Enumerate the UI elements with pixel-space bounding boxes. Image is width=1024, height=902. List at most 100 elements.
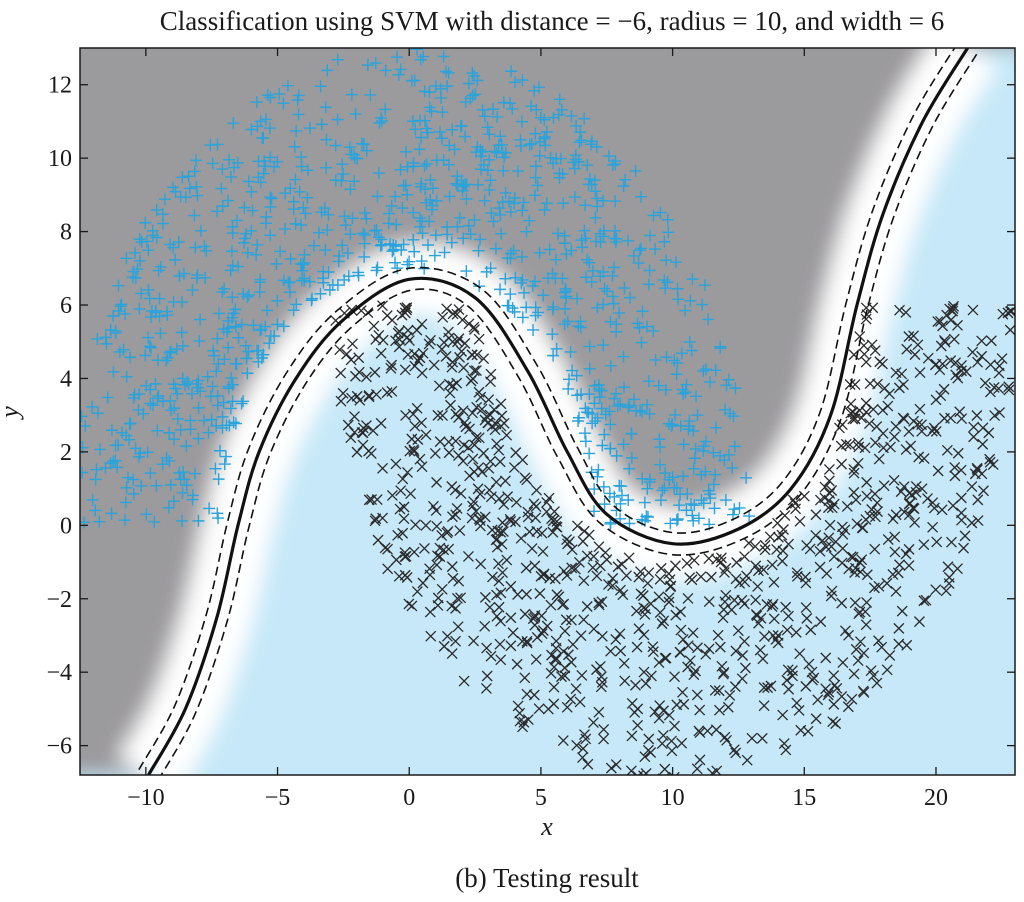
cross-point xyxy=(469,439,480,451)
cross-point xyxy=(918,595,930,607)
plus-point xyxy=(474,145,487,158)
plus-point xyxy=(583,340,596,353)
plus-point xyxy=(640,510,653,523)
plus-point xyxy=(282,276,295,289)
cross-point xyxy=(485,455,496,467)
plus-point xyxy=(304,122,317,135)
cross-point xyxy=(645,670,657,682)
plus-point xyxy=(658,481,671,494)
cross-point xyxy=(625,765,637,775)
cross-point xyxy=(830,718,842,730)
plus-point xyxy=(218,458,231,471)
plus-point xyxy=(226,259,239,272)
plus-point xyxy=(679,304,692,317)
cross-point xyxy=(714,641,726,653)
cross-point xyxy=(605,762,617,774)
cross-point xyxy=(852,655,864,666)
cross-point xyxy=(722,701,734,713)
plus-point xyxy=(487,215,500,228)
plus-point xyxy=(178,473,191,486)
plus-point xyxy=(555,103,568,116)
plus-point xyxy=(154,327,167,340)
cross-point xyxy=(878,480,890,492)
cross-point xyxy=(876,641,888,653)
cross-point xyxy=(565,656,577,668)
plus-point xyxy=(494,208,507,221)
cross-point xyxy=(514,707,526,719)
plus-point xyxy=(462,219,475,232)
plus-point xyxy=(641,398,654,411)
plus-point xyxy=(683,335,696,348)
plus-point xyxy=(150,204,163,217)
cross-point xyxy=(945,314,957,326)
cross-point xyxy=(993,383,1005,395)
cross-point xyxy=(472,483,484,495)
plus-point xyxy=(478,110,491,123)
cross-point xyxy=(573,556,585,568)
plus-point xyxy=(580,253,593,266)
plus-point xyxy=(677,470,690,483)
plus-point xyxy=(499,186,512,199)
cross-point xyxy=(390,554,402,566)
plus-point xyxy=(263,122,276,135)
plus-point xyxy=(299,207,312,220)
plus-point xyxy=(216,410,229,423)
cross-point xyxy=(491,541,503,553)
cross-point xyxy=(853,608,865,620)
plus-point xyxy=(112,305,125,318)
cross-point xyxy=(510,496,522,508)
plus-point xyxy=(127,487,140,500)
plus-point xyxy=(697,364,710,377)
cross-point xyxy=(909,516,921,528)
plus-point xyxy=(351,152,364,165)
y-tick-label: 12 xyxy=(48,73,72,99)
cross-point xyxy=(550,642,562,654)
cross-point xyxy=(932,465,944,477)
plus-point xyxy=(364,88,377,101)
cross-point xyxy=(897,412,909,424)
plus-point xyxy=(180,479,193,492)
cross-point xyxy=(501,554,513,566)
plus-point xyxy=(307,239,320,252)
plus-point xyxy=(471,140,484,153)
y-tick-label: −4 xyxy=(46,660,72,686)
plus-point xyxy=(578,224,591,237)
cross-point xyxy=(658,705,669,717)
cross-point xyxy=(560,614,572,626)
cross-point xyxy=(497,526,509,537)
cross-point xyxy=(433,380,445,392)
plus-point xyxy=(401,188,414,201)
plus-point xyxy=(415,215,428,228)
cross-point xyxy=(682,640,694,652)
plus-point xyxy=(86,493,99,506)
plus-point xyxy=(358,250,371,263)
plus-point xyxy=(251,238,264,251)
plus-point xyxy=(641,482,654,495)
cross-point xyxy=(605,645,617,657)
plus-point xyxy=(608,490,621,503)
cross-point xyxy=(861,596,873,608)
plus-point xyxy=(485,207,498,220)
cross-point xyxy=(918,539,930,551)
plus-point xyxy=(549,253,562,266)
cross-point xyxy=(399,302,411,314)
plus-point xyxy=(695,494,708,507)
plus-point xyxy=(653,433,666,446)
plus-point xyxy=(150,479,163,492)
cross-point xyxy=(434,551,446,563)
cross-point xyxy=(550,652,562,664)
plus-point xyxy=(169,253,182,266)
cross-point xyxy=(828,551,840,563)
cross-point xyxy=(947,305,959,317)
cross-point xyxy=(759,539,771,551)
plus-point xyxy=(547,157,560,170)
cross-point xyxy=(578,525,590,537)
cross-point xyxy=(450,635,461,647)
cross-point xyxy=(452,621,464,633)
plus-point xyxy=(158,193,171,206)
plus-point xyxy=(686,509,699,522)
cross-point xyxy=(493,601,505,613)
plus-point xyxy=(109,324,122,337)
plus-point xyxy=(699,465,712,478)
cross-point xyxy=(938,383,950,395)
